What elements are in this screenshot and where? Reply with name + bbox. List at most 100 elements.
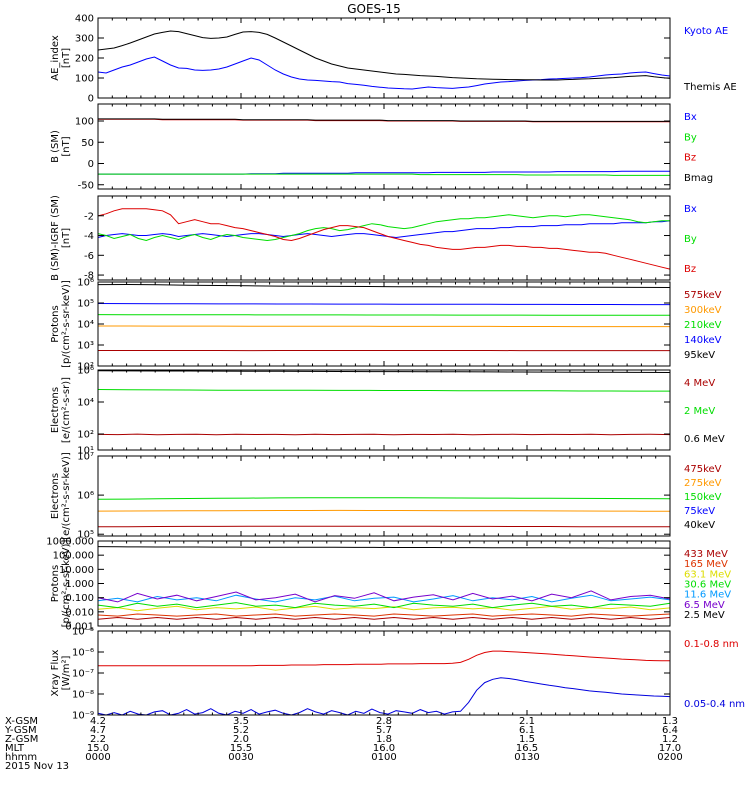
legend-2-mev: 2 MeV — [684, 406, 715, 417]
footer-value: 2.1 — [519, 716, 535, 727]
footer-value: 16.5 — [516, 743, 538, 754]
y-tick-label: 10⁵ — [77, 530, 94, 541]
legend-300kev: 300keV — [684, 305, 722, 316]
legend-40kev: 40keV — [684, 520, 715, 531]
y-axis-label: Protons — [50, 305, 61, 342]
legend-275kev: 275keV — [684, 478, 722, 489]
legend-30-6-mev: 30.6 MeV — [684, 580, 731, 591]
footer-value: 17.0 — [659, 743, 681, 754]
y-tick-label: 10⁵ — [77, 299, 94, 310]
legend-95kev: 95keV — [684, 350, 715, 361]
legend-0-1-0-8-nm: 0.1-0.8 nm — [684, 639, 739, 650]
y-axis-label: [nT] — [61, 48, 72, 68]
legend-433-mev: 433 MeV — [684, 549, 728, 560]
y-tick-label: 300 — [75, 34, 94, 45]
y-tick-label: 10⁻⁸ — [72, 690, 94, 701]
y-tick-label: 400 — [75, 14, 94, 25]
footer-row-label: Z-GSM — [5, 734, 38, 745]
legend-bz: Bz — [684, 264, 696, 275]
series-line-by — [97, 214, 670, 242]
y-tick-label: -6 — [84, 251, 94, 262]
series-line-210kev — [97, 314, 670, 316]
footer-value: 0030 — [228, 752, 253, 763]
footer-value: 1.3 — [662, 716, 678, 727]
y-axis-label: Xray Flux — [50, 649, 61, 696]
footer-value: 0100 — [371, 752, 396, 763]
panel-frame — [97, 540, 671, 627]
footer-row-label: Y-GSM — [4, 725, 37, 736]
y-tick-label: 0.001 — [65, 622, 94, 633]
plot-title: GOES-15 — [347, 2, 401, 16]
y-tick-label: 10⁻⁹ — [72, 711, 94, 722]
footer-value: 5.7 — [376, 725, 392, 736]
footer-value: 2.8 — [376, 716, 392, 727]
y-axis-label: [e/(cm²-s-sr-keV)] — [61, 452, 72, 540]
footer-value: 1.2 — [662, 734, 678, 745]
panel-frame — [97, 455, 671, 537]
series-line-2-mev — [97, 389, 670, 392]
y-tick-label: 0 — [88, 159, 94, 170]
panel-1: 0 100 200 300 400 AE_index [nT] Kyoto AE Themis … — [50, 14, 737, 105]
footer-row-label: X-GSM — [5, 716, 38, 727]
y-tick-label: 10² — [77, 362, 94, 373]
legend-0-6-mev: 0.6 MeV — [684, 434, 725, 445]
y-axis-label: [nT] — [61, 228, 72, 248]
footer-value: 2.2 — [90, 734, 106, 745]
series-line-433-mev — [97, 616, 671, 620]
y-tick-label: -8 — [84, 271, 94, 282]
y-axis-label: B (SM)-IGRF (SM) — [50, 195, 61, 281]
y-tick-label: 10.000 — [59, 565, 94, 576]
y-tick-label: 10⁻⁵ — [72, 627, 94, 638]
footer-value: 15.5 — [230, 743, 252, 754]
legend-2-5-mev: 2.5 MeV — [684, 610, 725, 621]
legend-4-mev: 4 MeV — [684, 378, 715, 389]
series-line-150kev — [97, 497, 671, 500]
series-line-bmag — [98, 118, 670, 122]
y-tick-label: 100 — [75, 117, 94, 128]
footer-value: 0130 — [514, 752, 539, 763]
legend-bx: Bx — [684, 204, 697, 215]
legend-11-6-mev: 11.6 MeV — [684, 590, 731, 601]
y-axis-label: Electrons — [50, 473, 61, 519]
panel-frame — [97, 103, 671, 190]
y-axis-label: B (SM) — [50, 130, 61, 163]
panel-5: 10¹ 10² 10⁴ 10⁶ Electrons [e/(cm²-s-sr)] 4 MeV… — [50, 366, 725, 457]
y-axis-label: [W/m²] — [61, 655, 72, 690]
legend-475kev: 475keV — [684, 464, 722, 475]
y-axis-label: Protons — [50, 565, 61, 602]
y-axis-label: [nT] — [61, 136, 72, 156]
y-tick-label: 10¹ — [77, 446, 94, 457]
y-axis-label: Electrons — [50, 387, 61, 433]
series-line-475kev — [97, 525, 670, 528]
y-tick-label: 100.000 — [53, 551, 94, 562]
footer-value: 3.5 — [233, 716, 249, 727]
panel-6: 10⁵ 10⁶ 10⁷ Electrons [e/(cm²-s-sr-keV)] 475k… — [50, 452, 722, 541]
panel-frame — [97, 17, 671, 99]
y-axis-label: [p/(cm²-s-sr-keV)] — [61, 280, 72, 368]
footer-value: 15.0 — [87, 743, 109, 754]
legend-bmag: Bmag — [684, 173, 713, 184]
y-tick-label: -2 — [84, 211, 94, 222]
series-line-0-1-0-8-nm — [98, 650, 670, 667]
footer-value: 16.0 — [373, 743, 395, 754]
y-tick-label: 1.000 — [65, 579, 94, 590]
footer-value: 1.5 — [519, 734, 535, 745]
legend-kyoto-ae: Kyoto AE — [684, 26, 728, 37]
y-tick-label: 10⁶ — [77, 491, 94, 502]
y-tick-label: 10⁶ — [77, 366, 94, 377]
y-tick-label: 10⁻⁶ — [72, 648, 94, 659]
series-line-30-6-mev — [97, 602, 671, 609]
footer-value: 2.0 — [233, 734, 249, 745]
footer-row-label: 2015 Nov 13 — [5, 761, 69, 772]
panel-3: -8 -6 -4 -2 B (SM)-IGRF (SM) [nT] Bx By Bz — [50, 195, 697, 282]
legend-140kev: 140keV — [684, 335, 722, 346]
series-line-165-mev — [97, 613, 671, 617]
panel-frame — [97, 630, 671, 716]
y-tick-label: 10⁻⁷ — [72, 669, 94, 680]
y-tick-label: 100 — [75, 74, 94, 85]
panel-2: -50 0 50 100 B (SM) [nT] Bx By Bz Bmag — [50, 103, 713, 191]
y-tick-label: 0.010 — [65, 607, 94, 618]
y-tick-label: 0.100 — [65, 593, 94, 604]
series-line-300kev — [98, 325, 670, 328]
